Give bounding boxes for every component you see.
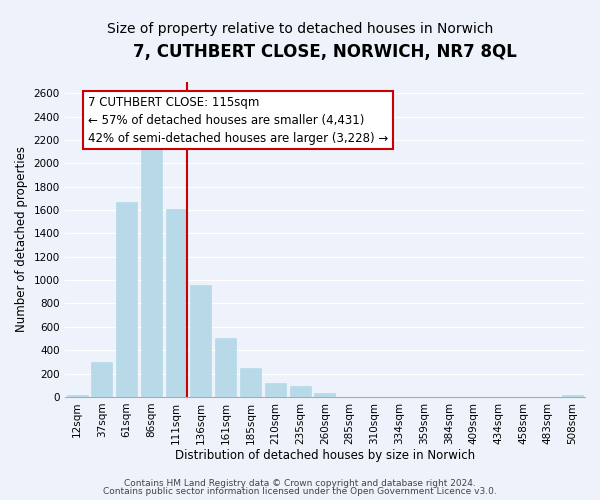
Bar <box>215 338 236 397</box>
Bar <box>190 285 211 397</box>
Title: 7, CUTHBERT CLOSE, NORWICH, NR7 8QL: 7, CUTHBERT CLOSE, NORWICH, NR7 8QL <box>133 42 517 60</box>
Bar <box>314 394 335 397</box>
Bar <box>166 209 187 397</box>
Text: 7 CUTHBERT CLOSE: 115sqm
← 57% of detached houses are smaller (4,431)
42% of sem: 7 CUTHBERT CLOSE: 115sqm ← 57% of detach… <box>88 96 388 144</box>
Bar <box>265 383 286 397</box>
Bar <box>116 202 137 397</box>
Text: Contains HM Land Registry data © Crown copyright and database right 2024.: Contains HM Land Registry data © Crown c… <box>124 479 476 488</box>
Y-axis label: Number of detached properties: Number of detached properties <box>15 146 28 332</box>
Bar <box>290 386 311 397</box>
Bar <box>562 395 583 397</box>
Bar <box>91 362 112 397</box>
Text: Contains public sector information licensed under the Open Government Licence v3: Contains public sector information licen… <box>103 487 497 496</box>
Bar <box>67 394 88 397</box>
X-axis label: Distribution of detached houses by size in Norwich: Distribution of detached houses by size … <box>175 450 475 462</box>
Bar <box>141 147 162 397</box>
Text: Size of property relative to detached houses in Norwich: Size of property relative to detached ho… <box>107 22 493 36</box>
Bar <box>240 368 261 397</box>
